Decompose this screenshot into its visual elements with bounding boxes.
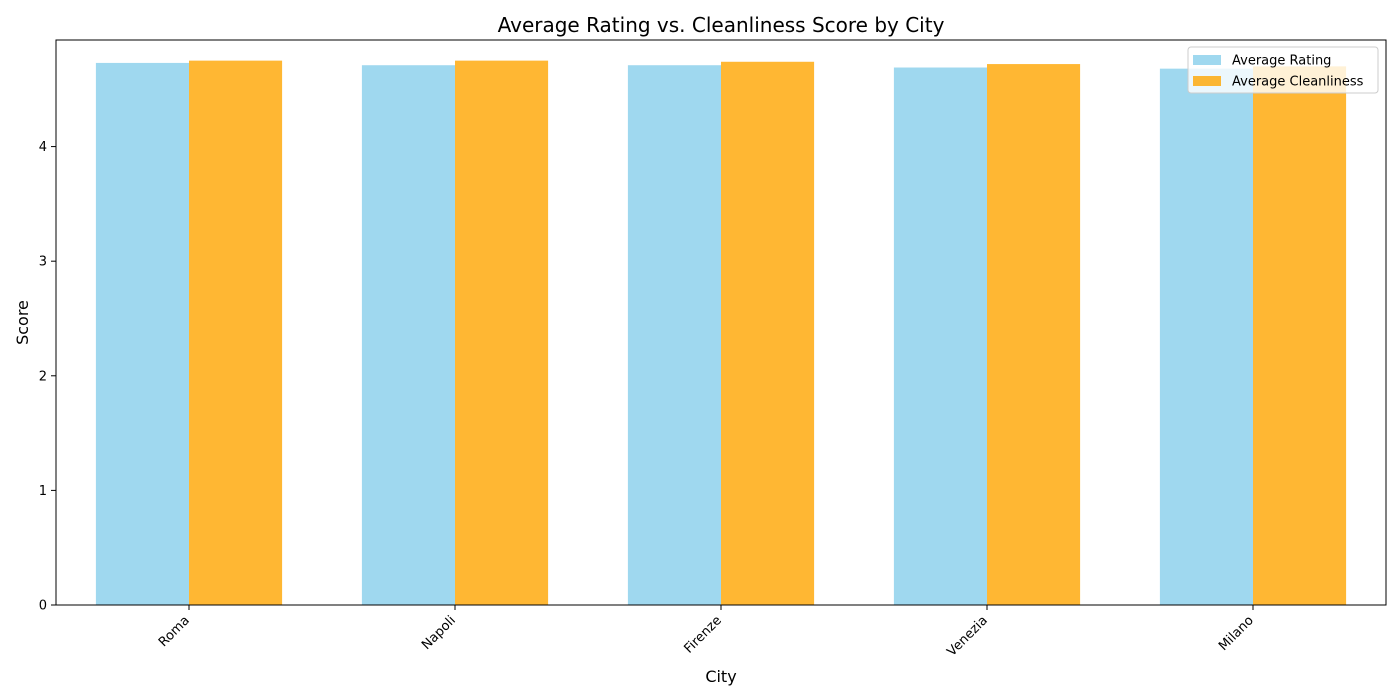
bar-average-cleanliness-milano — [1253, 66, 1347, 606]
y-axis: 0 1 2 3 4 — [39, 140, 56, 614]
bar-average-rating-venezia — [893, 67, 987, 606]
x-tick-label-firenze: Firenze — [682, 613, 725, 656]
y-tick-label: 3 — [39, 255, 47, 270]
bar-average-cleanliness-roma — [189, 60, 283, 606]
legend-label: Average Cleanliness — [1232, 75, 1364, 90]
y-tick-label: 1 — [39, 484, 47, 499]
bar-average-cleanliness-firenze — [721, 61, 815, 606]
bar-average-cleanliness-napoli — [455, 60, 549, 606]
bar-average-cleanliness-venezia — [987, 64, 1081, 605]
bar-average-rating-milano — [1159, 68, 1253, 605]
chart-title: Average Rating vs. Cleanliness Score by … — [498, 13, 945, 37]
y-tick-label: 2 — [39, 369, 47, 384]
x-tick-label-roma: Roma — [156, 613, 193, 650]
bars-layer — [95, 60, 1347, 606]
x-tick-label-napoli: Napoli — [419, 613, 459, 653]
x-axis: Roma Napoli Firenze Venezia Milano — [156, 605, 1257, 660]
y-tick-label: 0 — [39, 599, 47, 614]
x-tick-label-milano: Milano — [1216, 613, 1257, 654]
legend-box — [1187, 46, 1379, 94]
legend: Average Rating Average Cleanliness — [1187, 46, 1379, 94]
bar-average-rating-roma — [95, 62, 189, 605]
bar-average-rating-napoli — [361, 65, 455, 605]
y-tick-label: 4 — [39, 140, 47, 155]
legend-swatch — [1193, 55, 1221, 65]
legend-label: Average Rating — [1232, 54, 1331, 69]
x-tick-label-venezia: Venezia — [944, 613, 990, 659]
x-axis-label: City — [705, 667, 736, 686]
legend-swatch — [1193, 76, 1221, 86]
y-axis-label: Score — [13, 300, 32, 345]
bar-average-rating-firenze — [627, 65, 721, 605]
